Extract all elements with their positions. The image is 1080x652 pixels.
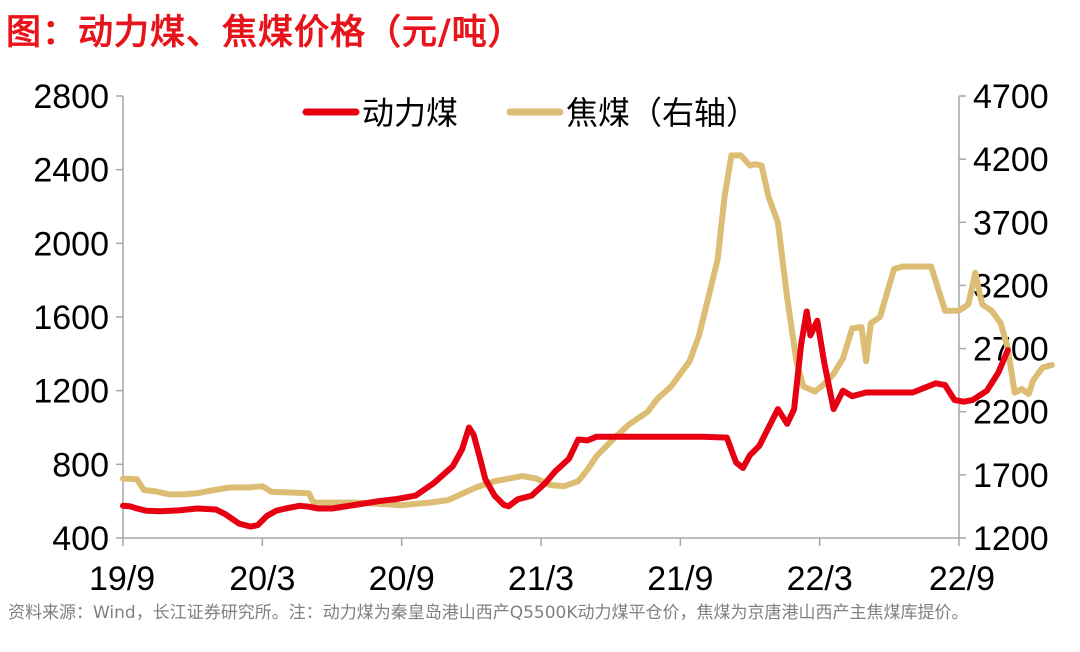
legend-label-0: 动力煤 (362, 94, 458, 132)
series-line-0 (120, 308, 1011, 530)
right-axis-tick-label: 1700 (973, 457, 1049, 495)
chart-title: 图：动力煤、焦煤价格（元/吨） (6, 13, 524, 53)
x-axis-tick-label: 21/9 (647, 560, 713, 598)
left-axis-tick-label: 2000 (33, 225, 109, 263)
left-axis-tick-label: 400 (52, 520, 109, 558)
right-axis-tick-label: 4200 (973, 141, 1049, 179)
right-axis-tick-label: 2200 (973, 394, 1049, 432)
right-axis-tick-label: 3200 (973, 267, 1049, 305)
left-axis-tick-label: 2800 (33, 78, 109, 116)
x-axis-tick-label: 22/9 (929, 560, 995, 598)
left-axis-tick-label: 1200 (33, 373, 109, 411)
series-line-1 (120, 152, 1055, 509)
legend-label-1: 焦煤（右轴） (566, 94, 758, 132)
left-axis-tick-label: 1600 (33, 299, 109, 337)
x-axis-tick-label: 20/9 (369, 560, 435, 598)
x-axis-tick-label: 21/3 (508, 560, 574, 598)
x-axis-tick-label: 22/3 (787, 560, 853, 598)
right-axis-tick-label: 4700 (973, 78, 1049, 116)
series-lines (120, 152, 1055, 530)
x-axis-tick-label: 19/9 (89, 560, 155, 598)
x-axis-tick-label: 20/3 (229, 560, 295, 598)
left-axis-tick-label: 2400 (33, 152, 109, 190)
legend: 动力煤 焦煤（右轴） (302, 94, 758, 132)
right-axis-tick-label: 1200 (973, 520, 1049, 558)
axes: 4008001200160020002400280012001700220027… (33, 78, 1048, 598)
right-axis-tick-label: 3700 (973, 204, 1049, 242)
source-note: 资料来源：Wind，长江证券研究所。注：动力煤为秦皇岛港山西产Q5500K动力煤… (8, 603, 969, 623)
left-axis-tick-label: 800 (52, 446, 109, 484)
